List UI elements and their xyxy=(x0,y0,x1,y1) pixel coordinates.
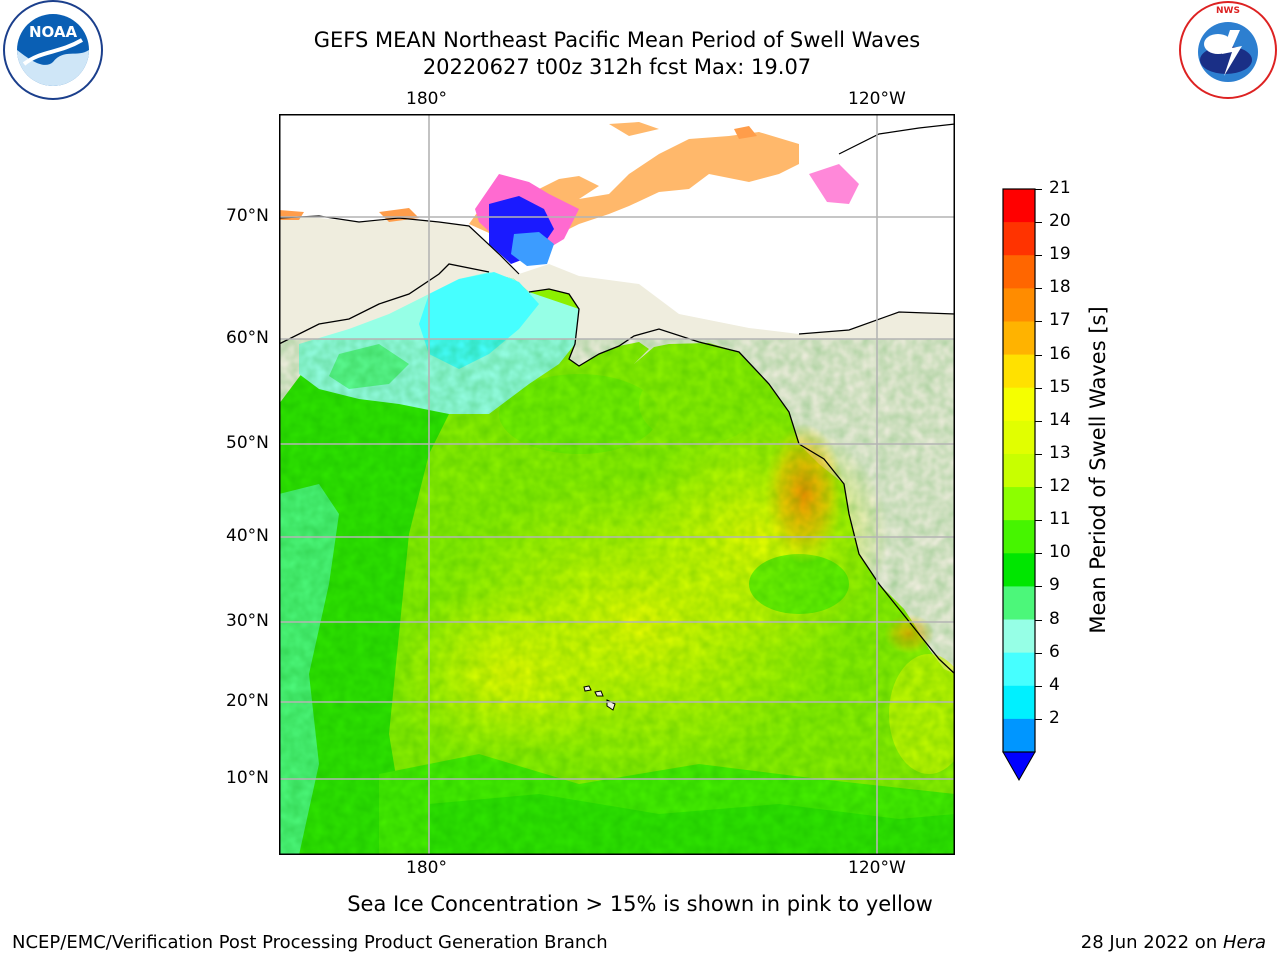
colorbar-tick-label: 21 xyxy=(1049,178,1071,198)
lon-label-bottom-120w: 120°W xyxy=(848,858,906,878)
colorbar-tick xyxy=(1035,685,1042,687)
lon-label-bottom-180: 180° xyxy=(406,858,447,878)
colorbar-segment xyxy=(1003,586,1035,621)
colorbar-tick-label: 17 xyxy=(1049,310,1071,331)
colorbar-segment xyxy=(1003,718,1035,753)
colorbar-tick-label: 11 xyxy=(1049,509,1071,530)
colorbar-tick-label: 12 xyxy=(1049,476,1071,497)
colorbar-segment xyxy=(1003,255,1035,289)
colorbar-tick xyxy=(1035,586,1042,588)
colorbar xyxy=(1002,188,1036,782)
lat-label-50n: 50°N xyxy=(226,433,269,453)
nws-logo: NWS xyxy=(1178,0,1278,100)
colorbar-segment xyxy=(1003,189,1035,223)
colorbar-tick-label: 8 xyxy=(1049,608,1060,629)
colorbar-segment xyxy=(1003,222,1035,256)
colorbar-tick-label: 19 xyxy=(1049,244,1071,265)
footer-left: NCEP/EMC/Verification Post Processing Pr… xyxy=(12,932,608,953)
colorbar-tick-label: 16 xyxy=(1049,343,1071,364)
colorbar-segment xyxy=(1003,387,1035,422)
colorbar-tick xyxy=(1035,487,1042,489)
colorbar-tick xyxy=(1035,520,1042,522)
colorbar-tick-label: 14 xyxy=(1049,409,1071,430)
colorbar-tick-label: 9 xyxy=(1049,575,1060,596)
colorbar-tick xyxy=(1035,288,1042,290)
lat-label-30n: 30°N xyxy=(226,611,269,631)
title-line-1: GEFS MEAN Northeast Pacific Mean Period … xyxy=(313,28,921,52)
colorbar-tick xyxy=(1035,718,1042,720)
colorbar-tick xyxy=(1035,420,1042,422)
sea-ice-note: Sea Ice Concentration > 15% is shown in … xyxy=(347,892,933,916)
colorbar-segment xyxy=(1003,685,1035,720)
noaa-logo-text: NOAA xyxy=(29,23,78,41)
colorbar-tick-label: 15 xyxy=(1049,376,1071,397)
svg-text:NWS: NWS xyxy=(1216,6,1240,16)
footer-date: 28 Jun 2022 on xyxy=(1080,932,1223,953)
colorbar-tick-label: 10 xyxy=(1049,542,1071,563)
colorbar-tick-label: 13 xyxy=(1049,442,1071,463)
colorbar-tick xyxy=(1035,354,1042,356)
colorbar-label: Mean Period of Swell Waves [s] xyxy=(1086,306,1110,634)
colorbar-segment xyxy=(1003,619,1035,654)
colorbar-segment xyxy=(1003,553,1035,587)
colorbar-tick xyxy=(1035,321,1042,323)
colorbar-tick xyxy=(1035,453,1042,455)
colorbar-tick xyxy=(1035,189,1042,190)
colorbar-tick-label: 20 xyxy=(1049,211,1071,232)
footer-host: Hera xyxy=(1222,932,1266,953)
colorbar-tick-label: 18 xyxy=(1049,277,1071,298)
lat-label-20n: 20°N xyxy=(226,691,269,711)
colorbar-tick xyxy=(1035,619,1042,621)
colorbar-tick xyxy=(1035,553,1042,555)
lat-label-40n: 40°N xyxy=(226,526,269,546)
lat-label-10n: 10°N xyxy=(226,768,269,788)
colorbar-tick-label: 2 xyxy=(1049,707,1060,728)
colorbar-segment xyxy=(1003,520,1035,554)
colorbar-tick-label: 6 xyxy=(1049,641,1060,662)
noaa-logo: NOAA xyxy=(2,0,104,100)
colorbar-segment xyxy=(1003,288,1035,322)
title-line-2: 20220627 t00z 312h fcst Max: 19.07 xyxy=(422,55,812,79)
lat-label-60n: 60°N xyxy=(226,328,269,348)
footer-right: 28 Jun 2022 on Hera xyxy=(1081,932,1266,953)
colorbar-tick xyxy=(1035,652,1042,654)
colorbar-segment xyxy=(1003,652,1035,687)
colorbar-segment xyxy=(1003,354,1035,389)
colorbar-segment xyxy=(1003,420,1035,455)
colorbar-tick xyxy=(1035,222,1042,224)
colorbar-tick-label: 4 xyxy=(1049,674,1060,695)
colorbar-segment xyxy=(1003,487,1035,521)
map-panel xyxy=(279,114,955,855)
lon-label-top-120w: 120°W xyxy=(848,89,906,109)
colorbar-segment xyxy=(1003,321,1035,356)
colorbar-segment xyxy=(1003,453,1035,488)
colorbar-tick xyxy=(1035,387,1042,389)
lat-label-70n: 70°N xyxy=(226,206,269,226)
colorbar-tick xyxy=(1035,255,1042,257)
lon-label-top-180: 180° xyxy=(406,89,447,109)
